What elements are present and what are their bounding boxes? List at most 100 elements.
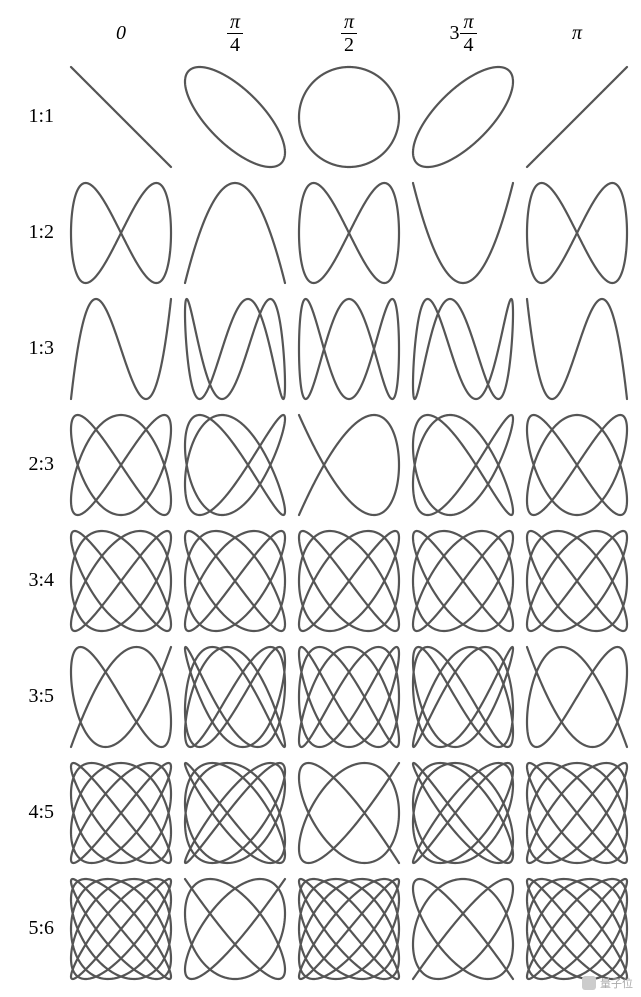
lissajous-curve [185,531,285,631]
lissajous-svg [178,872,292,986]
lissajous-cell-1-1-p4 [520,60,634,174]
lissajous-cell-3-4-p0 [64,524,178,638]
lissajous-cell-1-2-p0 [64,176,178,290]
watermark-text: 量子位 [600,975,633,991]
lissajous-curve [71,763,171,863]
lissajous-curve [299,415,399,515]
lissajous-svg [64,872,178,986]
lissajous-curve [527,299,627,399]
row-label-6: 4:5 [0,801,54,824]
row-label-1: 1:2 [0,221,54,244]
lissajous-cell-5-6-p0 [64,872,178,986]
col-header-0: 0 [64,6,178,60]
lissajous-cell-3-4-p2 [292,524,406,638]
lissajous-svg [406,524,520,638]
lissajous-curve [299,763,399,863]
col-header-text: 0 [116,22,126,45]
lissajous-curve [185,183,285,283]
lissajous-curve [299,647,399,747]
watermark: 量子位 [582,975,633,991]
lissajous-cell-3-4-p1 [178,524,292,638]
row-label-4: 3:4 [0,569,54,592]
lissajous-svg [406,60,520,174]
lissajous-svg [64,640,178,754]
lissajous-svg [64,756,178,870]
lissajous-curve [185,763,285,863]
lissajous-curve [413,647,513,747]
lissajous-cell-5-6-p3 [406,872,520,986]
row-label-2: 1:3 [0,337,54,360]
lissajous-curve [71,183,171,283]
lissajous-curve [527,647,627,747]
row-label-0: 1:1 [0,105,54,128]
lissajous-curve [527,183,627,283]
lissajous-svg [406,756,520,870]
col-header-1: π4 [178,6,292,60]
lissajous-svg [178,640,292,754]
lissajous-svg [178,176,292,290]
lissajous-curve [527,67,627,167]
lissajous-svg [406,408,520,522]
lissajous-cell-3-5-p4 [520,640,634,754]
lissajous-svg [178,408,292,522]
lissajous-curve [413,415,513,515]
row-label-3: 2:3 [0,453,54,476]
lissajous-svg [292,60,406,174]
lissajous-curve [71,415,171,515]
lissajous-cell-1-3-p2 [292,292,406,406]
lissajous-svg [292,292,406,406]
lissajous-svg [64,292,178,406]
lissajous-curve [185,67,285,167]
col-header-frac: π4 [460,11,476,56]
row-label-7: 5:6 [0,917,54,940]
lissajous-curve [185,415,285,515]
lissajous-svg [520,408,634,522]
lissajous-cell-3-5-p3 [406,640,520,754]
lissajous-cell-2-3-p2 [292,408,406,522]
lissajous-curve [527,531,627,631]
lissajous-cell-2-3-p1 [178,408,292,522]
lissajous-curve [299,531,399,631]
lissajous-svg [292,756,406,870]
lissajous-cell-4-5-p3 [406,756,520,870]
lissajous-svg [406,640,520,754]
lissajous-cell-3-5-p2 [292,640,406,754]
lissajous-svg [292,176,406,290]
lissajous-svg [520,756,634,870]
lissajous-cell-5-6-p2 [292,872,406,986]
lissajous-svg [178,292,292,406]
row-label-5: 3:5 [0,685,54,708]
lissajous-cell-1-1-p1 [178,60,292,174]
lissajous-cell-4-5-p0 [64,756,178,870]
lissajous-cell-1-1-p2 [292,60,406,174]
lissajous-curve [527,415,627,515]
lissajous-curve [413,67,513,167]
lissajous-cell-4-5-p4 [520,756,634,870]
lissajous-svg [292,640,406,754]
lissajous-curve [185,647,285,747]
lissajous-svg [178,60,292,174]
lissajous-curve [71,299,171,399]
lissajous-svg [406,872,520,986]
col-header-text: π [572,22,582,45]
lissajous-svg [406,292,520,406]
lissajous-svg [520,60,634,174]
lissajous-cell-1-2-p2 [292,176,406,290]
lissajous-curve [413,531,513,631]
lissajous-svg [520,176,634,290]
lissajous-svg [406,176,520,290]
lissajous-curve [71,67,171,167]
lissajous-curve [299,299,399,399]
lissajous-cell-2-3-p0 [64,408,178,522]
lissajous-svg [64,524,178,638]
lissajous-curve [299,183,399,283]
lissajous-cell-3-4-p3 [406,524,520,638]
lissajous-cell-5-6-p4 [520,872,634,986]
lissajous-cell-4-5-p1 [178,756,292,870]
col-header-4: π [520,6,634,60]
lissajous-curve [299,67,399,167]
lissajous-svg [178,524,292,638]
lissajous-svg [520,872,634,986]
lissajous-curve [185,299,285,399]
lissajous-cell-1-3-p0 [64,292,178,406]
